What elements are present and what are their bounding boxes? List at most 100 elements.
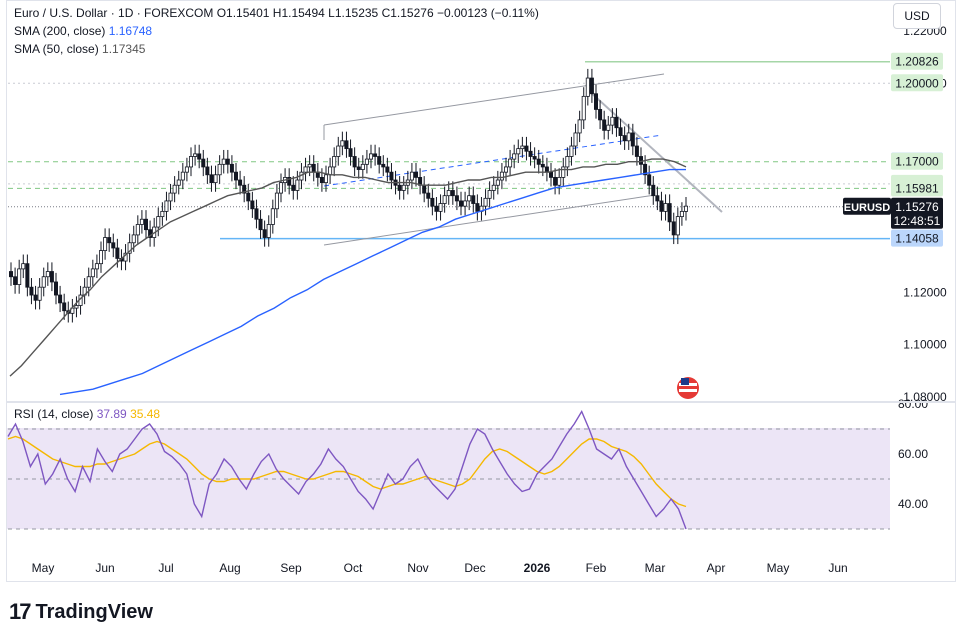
candle-body[interactable]	[512, 153, 517, 160]
candle-body[interactable]	[168, 192, 173, 202]
channel-upper-line[interactable]	[323, 73, 665, 126]
candle-body[interactable]	[385, 166, 390, 173]
candle-body[interactable]	[58, 294, 63, 304]
candle-body[interactable]	[221, 158, 226, 165]
candle-body[interactable]	[197, 153, 202, 160]
candle-body[interactable]	[475, 203, 480, 212]
candle-body[interactable]	[246, 192, 251, 202]
candle-body[interactable]	[532, 156, 537, 160]
candle-body[interactable]	[544, 166, 549, 173]
candle-body[interactable]	[557, 176, 562, 186]
candle-body[interactable]	[430, 197, 435, 207]
sma200-line[interactable]	[59, 168, 686, 396]
candle-body[interactable]	[577, 119, 582, 134]
candle-body[interactable]	[287, 176, 292, 186]
candle-body[interactable]	[229, 163, 234, 173]
candle-body[interactable]	[589, 77, 594, 95]
candle-body[interactable]	[655, 195, 660, 202]
candle-body[interactable]	[679, 210, 684, 218]
candle-body[interactable]	[598, 109, 603, 121]
candle-body[interactable]	[540, 163, 545, 168]
candle-body[interactable]	[86, 276, 91, 288]
candle-body[interactable]	[311, 163, 316, 173]
candle-body[interactable]	[483, 197, 488, 207]
sma200-row[interactable]: SMA (200, close) 1.16748	[14, 22, 539, 40]
candle-body[interactable]	[614, 116, 619, 129]
candle-body[interactable]	[99, 250, 104, 265]
candle-body[interactable]	[340, 140, 345, 147]
candle-body[interactable]	[634, 145, 639, 157]
price-label-box[interactable]	[891, 179, 943, 197]
candle-body[interactable]	[536, 158, 541, 165]
candle-body[interactable]	[520, 145, 525, 150]
candle-body[interactable]	[463, 200, 468, 207]
price-label-box[interactable]	[891, 52, 943, 70]
candle-body[interactable]	[503, 166, 508, 173]
candle-body[interactable]	[250, 200, 255, 210]
candle-body[interactable]	[278, 182, 283, 194]
candle-body[interactable]	[446, 190, 451, 197]
price-label-box[interactable]	[891, 229, 943, 247]
candle-body[interactable]	[352, 156, 357, 168]
candle-body[interactable]	[675, 216, 680, 236]
candle-body[interactable]	[659, 200, 664, 212]
candle-body[interactable]	[491, 184, 496, 191]
candle-body[interactable]	[188, 156, 193, 168]
candle-body[interactable]	[561, 166, 566, 178]
candle-body[interactable]	[651, 184, 656, 197]
candle-body[interactable]	[671, 221, 676, 236]
candle-body[interactable]	[160, 210, 165, 218]
sma50-row[interactable]: SMA (50, close) 1.17345	[14, 40, 539, 58]
candle-body[interactable]	[438, 203, 443, 212]
candle-body[interactable]	[45, 271, 50, 278]
candle-body[interactable]	[315, 171, 320, 178]
candle-body[interactable]	[626, 132, 631, 142]
candle-body[interactable]	[193, 153, 198, 157]
candle-body[interactable]	[172, 184, 177, 194]
candle-body[interactable]	[184, 166, 189, 173]
channel-mid-line[interactable]	[323, 134, 663, 187]
candle-body[interactable]	[135, 224, 140, 236]
candle-body[interactable]	[344, 140, 349, 150]
candle-body[interactable]	[360, 163, 365, 170]
candle-body[interactable]	[164, 200, 169, 212]
candle-body[interactable]	[643, 163, 648, 176]
rsi-line[interactable]	[7, 409, 687, 530]
candle-body[interactable]	[663, 203, 668, 212]
candle-body[interactable]	[389, 171, 394, 181]
candle-body[interactable]	[266, 224, 271, 238]
candle-body[interactable]	[131, 234, 136, 244]
candle-body[interactable]	[684, 205, 689, 212]
channel-lower-line[interactable]	[323, 194, 656, 246]
candle-body[interactable]	[115, 247, 120, 259]
candle-body[interactable]	[274, 192, 279, 210]
candle-body[interactable]	[143, 218, 148, 231]
candle-body[interactable]	[111, 242, 116, 249]
candle-body[interactable]	[381, 163, 386, 168]
candle-body[interactable]	[127, 242, 132, 254]
current-price-box[interactable]	[891, 197, 943, 229]
candle-body[interactable]	[622, 135, 627, 142]
candle-body[interactable]	[270, 208, 275, 225]
candle-body[interactable]	[553, 176, 558, 186]
candle-body[interactable]	[348, 148, 353, 157]
candle-body[interactable]	[549, 171, 554, 178]
candle-body[interactable]	[565, 156, 570, 168]
candle-body[interactable]	[409, 171, 414, 181]
candle-body[interactable]	[434, 205, 439, 212]
rsi-legend[interactable]: RSI (14, close) 37.89 35.48	[14, 407, 160, 421]
candle-body[interactable]	[180, 171, 185, 181]
candle-body[interactable]	[107, 237, 112, 244]
candle-body[interactable]	[233, 171, 238, 181]
candle-body[interactable]	[319, 176, 324, 184]
candle-body[interactable]	[454, 195, 459, 202]
candle-body[interactable]	[37, 286, 42, 301]
sma50-line[interactable]	[9, 158, 687, 377]
candle-body[interactable]	[258, 218, 263, 231]
candle-body[interactable]	[377, 156, 382, 165]
candle-body[interactable]	[323, 174, 328, 184]
price-label-box[interactable]	[891, 152, 943, 170]
candle-body[interactable]	[356, 166, 361, 170]
candle-body[interactable]	[201, 158, 206, 168]
candle-body[interactable]	[90, 268, 95, 278]
